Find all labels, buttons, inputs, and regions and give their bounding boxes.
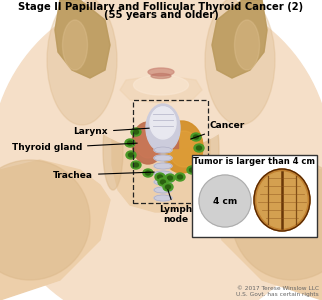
Text: Cancer: Cancer	[191, 122, 245, 139]
Ellipse shape	[177, 175, 183, 179]
Ellipse shape	[143, 169, 153, 177]
Ellipse shape	[254, 169, 310, 231]
Ellipse shape	[146, 171, 150, 175]
Ellipse shape	[131, 128, 141, 136]
Ellipse shape	[154, 147, 172, 153]
Ellipse shape	[187, 166, 197, 174]
Text: Trachea: Trachea	[53, 170, 154, 179]
Ellipse shape	[151, 74, 171, 79]
Ellipse shape	[126, 151, 136, 159]
Ellipse shape	[146, 104, 180, 152]
Ellipse shape	[150, 107, 176, 139]
Ellipse shape	[232, 160, 322, 280]
Ellipse shape	[175, 173, 185, 181]
Ellipse shape	[161, 121, 203, 173]
Ellipse shape	[190, 168, 194, 172]
Ellipse shape	[169, 131, 199, 167]
Ellipse shape	[199, 175, 251, 227]
Ellipse shape	[191, 133, 201, 141]
Text: 4 cm: 4 cm	[213, 196, 237, 206]
Ellipse shape	[163, 183, 173, 191]
Ellipse shape	[134, 130, 138, 134]
Text: Tumor is larger than 4 cm: Tumor is larger than 4 cm	[194, 158, 316, 166]
Ellipse shape	[103, 110, 123, 190]
Polygon shape	[55, 0, 110, 78]
Text: © 2017 Terese Winslow LLC
U.S. Govt. has certain rights: © 2017 Terese Winslow LLC U.S. Govt. has…	[236, 286, 319, 297]
Polygon shape	[212, 0, 267, 78]
Ellipse shape	[132, 122, 164, 164]
Text: Thyroid gland: Thyroid gland	[12, 143, 137, 152]
Polygon shape	[112, 98, 210, 212]
Text: (55 years and older): (55 years and older)	[104, 10, 218, 20]
Text: Larynx: Larynx	[73, 128, 149, 136]
Ellipse shape	[195, 158, 201, 162]
Polygon shape	[212, 160, 322, 300]
Ellipse shape	[136, 128, 160, 158]
Polygon shape	[55, 0, 110, 78]
Bar	[133, 100, 208, 203]
Ellipse shape	[134, 163, 138, 167]
Ellipse shape	[128, 141, 132, 145]
Ellipse shape	[125, 139, 135, 147]
Polygon shape	[152, 138, 178, 148]
Ellipse shape	[205, 0, 275, 125]
Ellipse shape	[155, 173, 165, 181]
Ellipse shape	[193, 156, 203, 164]
Ellipse shape	[167, 176, 173, 180]
Ellipse shape	[61, 0, 261, 150]
Ellipse shape	[131, 161, 141, 169]
Ellipse shape	[62, 20, 88, 70]
Text: Lymph
node: Lymph node	[159, 190, 193, 224]
Ellipse shape	[234, 20, 260, 70]
FancyBboxPatch shape	[192, 155, 317, 237]
Polygon shape	[0, 160, 110, 300]
Ellipse shape	[154, 179, 172, 185]
Ellipse shape	[257, 172, 307, 228]
Ellipse shape	[157, 175, 163, 179]
Ellipse shape	[0, 160, 90, 280]
Ellipse shape	[154, 171, 172, 177]
Ellipse shape	[160, 180, 166, 184]
Ellipse shape	[199, 110, 219, 190]
Ellipse shape	[148, 68, 174, 76]
Ellipse shape	[196, 146, 202, 150]
Ellipse shape	[194, 135, 198, 139]
Polygon shape	[120, 75, 202, 103]
Ellipse shape	[134, 75, 188, 95]
Ellipse shape	[166, 185, 171, 189]
Ellipse shape	[158, 178, 168, 186]
Ellipse shape	[153, 107, 173, 125]
Ellipse shape	[154, 155, 172, 161]
Ellipse shape	[154, 163, 172, 169]
Ellipse shape	[194, 144, 204, 152]
Text: Stage II Papillary and Follicular Thyroid Cancer (2): Stage II Papillary and Follicular Thyroi…	[18, 2, 304, 12]
Polygon shape	[212, 0, 267, 78]
Ellipse shape	[47, 0, 117, 125]
Ellipse shape	[165, 174, 175, 182]
Ellipse shape	[154, 187, 172, 193]
Ellipse shape	[154, 195, 172, 201]
Ellipse shape	[128, 153, 134, 157]
